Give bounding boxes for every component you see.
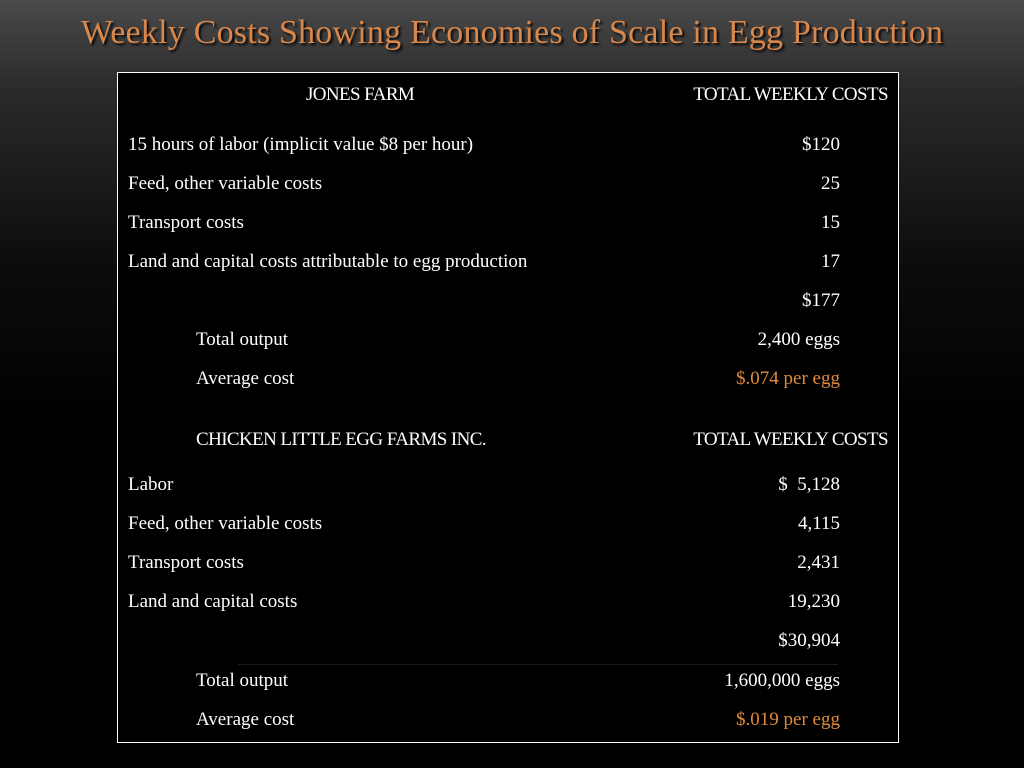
chicken-total-row: $30,904: [118, 621, 898, 660]
jones-total-row: $177: [118, 281, 898, 320]
table-row: Transport costs 2,431: [118, 543, 898, 582]
chicken-avg-value: $.019 per egg: [736, 709, 840, 730]
row-label: Land and capital costs: [128, 591, 298, 612]
chicken-header-row: CHICKEN LITTLE EGG FARMS INC. TOTAL WEEK…: [118, 420, 898, 459]
row-label: Labor: [128, 474, 174, 495]
table-row: Land and capital costs 19,230: [118, 582, 898, 621]
chicken-header-label: CHICKEN LITTLE EGG FARMS INC.: [196, 429, 487, 450]
row-label: Transport costs: [128, 552, 244, 573]
row-value: 17: [821, 251, 840, 272]
cost-table: JONES FARM TOTAL WEEKLY COSTS 15 hours o…: [117, 72, 899, 743]
row-value: 4,115: [797, 513, 840, 534]
jones-output-row: Total output 2,400 eggs: [118, 320, 898, 359]
chicken-avg-label: Average cost: [196, 709, 295, 730]
chicken-output-label: Total output: [196, 670, 289, 691]
row-value: 15: [821, 212, 840, 233]
table-row: 15 hours of labor (implicit value $8 per…: [118, 125, 898, 164]
row-value: 25: [821, 173, 840, 194]
chicken-total-value: $30,904: [778, 630, 840, 651]
jones-total-value: $177: [802, 290, 840, 311]
table-row: Labor $ 5,128: [118, 465, 898, 504]
row-label: Feed, other variable costs: [128, 173, 323, 194]
row-value: $ 5,128: [778, 474, 840, 495]
row-label: Transport costs: [128, 212, 244, 233]
table-row: Feed, other variable costs 4,115: [118, 504, 898, 543]
jones-output-value: 2,400 eggs: [757, 329, 840, 350]
jones-avg-row: Average cost $.074 per egg: [118, 359, 898, 398]
chicken-output-row: Total output 1,600,000 eggs: [118, 661, 898, 700]
table-row: Transport costs 15: [118, 203, 898, 242]
jones-output-label: Total output: [196, 329, 289, 350]
jones-header-label: JONES FARM: [306, 84, 415, 105]
chicken-header-value: TOTAL WEEKLY COSTS: [693, 429, 888, 450]
row-value: 2,431: [797, 552, 840, 573]
row-label: Feed, other variable costs: [128, 513, 323, 534]
row-divider: [238, 664, 838, 665]
jones-avg-label: Average cost: [196, 368, 295, 389]
chicken-avg-row: Average cost $.019 per egg: [118, 700, 898, 739]
row-label: 15 hours of labor (implicit value $8 per…: [128, 134, 474, 155]
row-value: $120: [802, 134, 840, 155]
jones-avg-value: $.074 per egg: [736, 368, 840, 389]
table-row: Land and capital costs attributable to e…: [118, 242, 898, 281]
row-value: 19,230: [787, 591, 840, 612]
jones-header-value: TOTAL WEEKLY COSTS: [693, 84, 888, 105]
row-label: Land and capital costs attributable to e…: [128, 251, 528, 272]
jones-header-row: JONES FARM TOTAL WEEKLY COSTS: [118, 75, 898, 114]
slide-title: Weekly Costs Showing Economies of Scale …: [80, 14, 944, 51]
table-row: Feed, other variable costs 25: [118, 164, 898, 203]
chicken-output-value: 1,600,000 eggs: [724, 670, 840, 691]
